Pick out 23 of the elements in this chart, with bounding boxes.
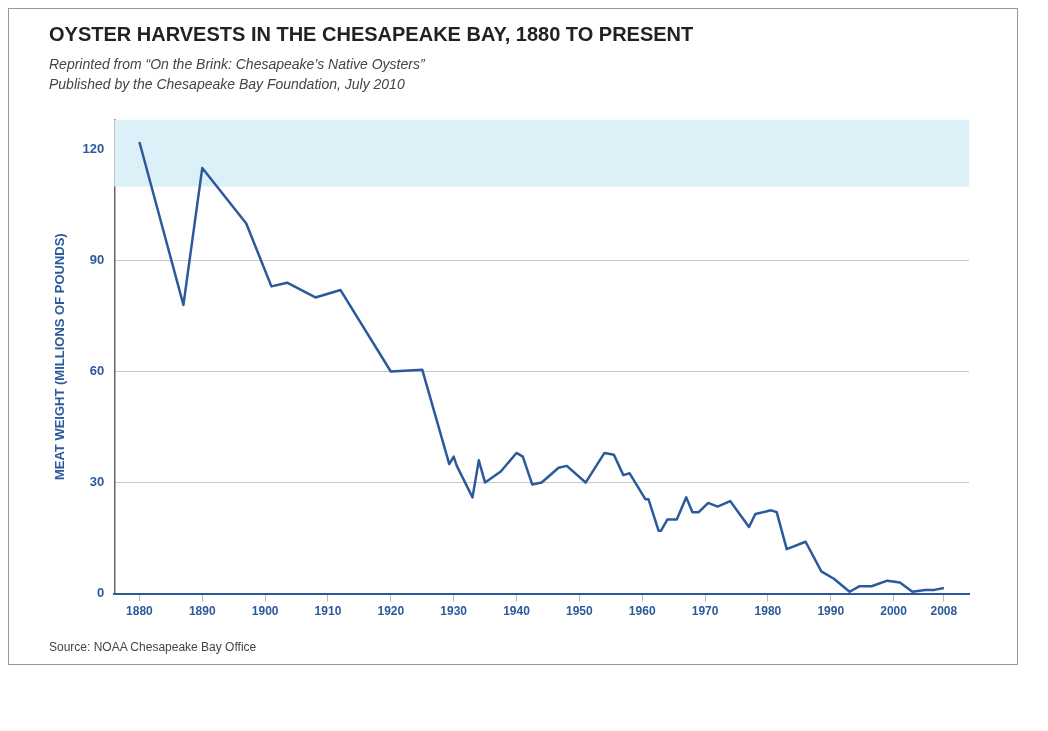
- x-tick-label: 2008: [930, 604, 958, 619]
- chart-subtitle: Reprinted from “On the Brink: Chesapeake’s Native Oysters” Published by the Chesapeake Bay Foundation, July 2010: [49, 55, 426, 94]
- y-tick-label: 30: [89, 474, 105, 490]
- x-tick-label: 1960: [628, 604, 656, 619]
- x-tick-label: 2000: [880, 604, 908, 619]
- y-tick-label: 90: [89, 252, 105, 268]
- y-tick-label: 60: [89, 363, 105, 379]
- x-tick-label: 1990: [817, 604, 845, 619]
- x-tick-label: 1880: [126, 604, 154, 619]
- x-tick-label: 1940: [503, 604, 531, 619]
- x-tick-label: 1920: [377, 604, 405, 619]
- x-tick-label: 1890: [188, 604, 216, 619]
- chart-title: OYSTER HARVESTS IN THE CHESAPEAKE BAY, 1880 TO PRESENT: [49, 23, 695, 46]
- x-tick-label: 1910: [314, 604, 342, 619]
- x-tick-label: 1980: [754, 604, 782, 619]
- x-tick-label: 1970: [691, 604, 719, 619]
- y-tick-label: 0: [97, 585, 105, 601]
- x-tick-label: 1930: [440, 604, 468, 619]
- y-axis-title: MEAT WEIGHT (MILLIONS OF POUNDS): [52, 233, 68, 481]
- x-tick-label: 1950: [566, 604, 594, 619]
- y-tick-label: 120: [82, 140, 105, 156]
- x-tick-label: 1900: [251, 604, 279, 619]
- source-note: Source: NOAA Chesapeake Bay Office: [49, 640, 258, 654]
